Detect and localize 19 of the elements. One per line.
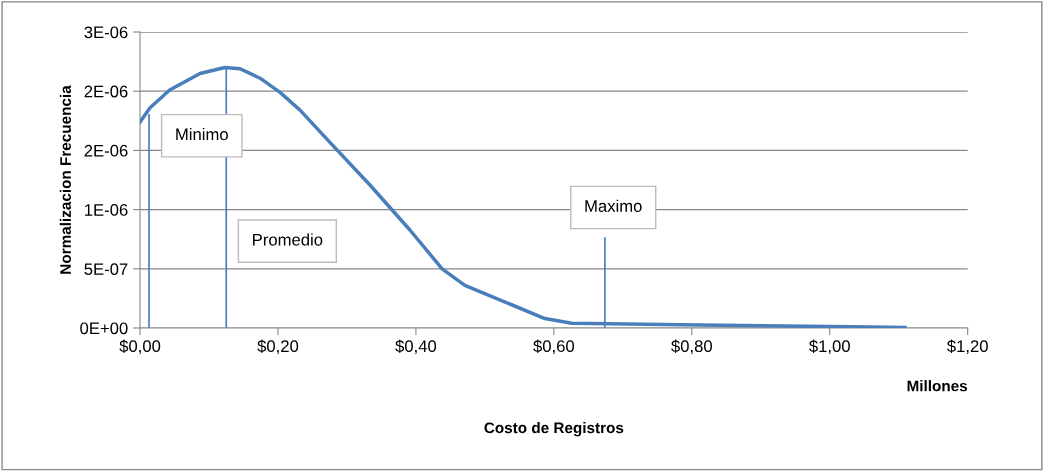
- x-tick-label: $1,00: [809, 339, 850, 355]
- annotation: Promedio: [253, 233, 323, 246]
- x-tick-label: $0,20: [257, 339, 299, 355]
- x-tick-label: $0,60: [533, 339, 575, 355]
- y-tick-label: 2E-06: [84, 144, 128, 157]
- x-tick-label: $0,80: [671, 339, 712, 355]
- annotation: Minimo: [176, 127, 228, 141]
- y-tick-label: 1E-06: [85, 204, 128, 216]
- y-axis-title: Normalizacion Frecuencia: [59, 85, 71, 274]
- y-tick-label: 2E-06: [84, 85, 128, 98]
- x-tick-label: $1,20: [947, 339, 988, 355]
- x-axis-title: Costo de Registros: [484, 422, 624, 437]
- x-tick-label: $0,00: [119, 339, 161, 355]
- y-tick-label: 0E+00: [80, 322, 128, 335]
- x-tick-label: $0,40: [395, 339, 437, 355]
- y-tick-label: 3E-06: [84, 26, 128, 39]
- text: Millones: [907, 380, 968, 392]
- y-tick-label: 5E-07: [84, 263, 128, 276]
- annotation: Maximo: [585, 199, 642, 212]
